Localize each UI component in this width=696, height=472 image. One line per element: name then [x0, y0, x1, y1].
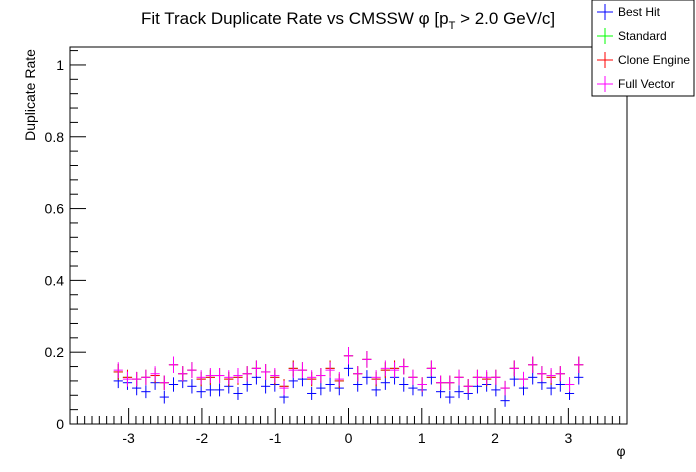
legend-entry: Standard — [597, 28, 667, 44]
x-tick-label: 2 — [491, 430, 499, 446]
y-tick-label: 0.2 — [45, 344, 65, 360]
legend-label: Standard — [618, 29, 667, 43]
y-tick-label: 0 — [56, 416, 64, 432]
y-tick-label: 1 — [56, 57, 64, 73]
x-tick-label: -2 — [196, 430, 209, 446]
title-cut: > 2.0 GeV/c] — [455, 9, 555, 28]
y-tick-label: 0.6 — [45, 201, 65, 217]
x-tick-label: 0 — [345, 430, 353, 446]
x-tick-label: -3 — [122, 430, 135, 446]
title-main: Fit Track Duplicate Rate vs CMSSW — [141, 9, 419, 28]
legend-label: Full Vector — [618, 77, 675, 91]
x-axis-label: φ — [616, 443, 625, 459]
y-axis-label: Duplicate Rate — [22, 49, 38, 141]
title-subscript: T — [449, 20, 456, 32]
chart-title: Fit Track Duplicate Rate vs CMSSW φ [pT … — [141, 9, 555, 32]
legend-label: Clone Engine — [618, 53, 690, 67]
legend-label: Best Hit — [618, 5, 661, 19]
legend-entry: Best Hit — [597, 4, 661, 20]
legend: Best Hit Standard Clone Engine Full Vector — [591, 0, 695, 97]
title-phi-symbol: φ — [419, 9, 430, 28]
axis-ticks — [70, 50, 628, 425]
tick-labels: 0 0.2 0.4 0.6 0.8 1 -3 -2 -1 0 1 2 3 — [45, 57, 573, 446]
data-series — [113, 347, 584, 407]
series-full-vector — [113, 347, 584, 396]
title-bracket: [p — [430, 9, 449, 28]
y-tick-label: 0.8 — [45, 129, 65, 145]
y-tick-label: 0.4 — [45, 272, 65, 288]
x-tick-label: -1 — [269, 430, 282, 446]
x-tick-label: 1 — [418, 430, 426, 446]
legend-box — [591, 0, 695, 97]
x-tick-label: 3 — [564, 430, 572, 446]
legend-entry: Clone Engine — [597, 52, 690, 68]
legend-entry: Full Vector — [597, 76, 675, 92]
